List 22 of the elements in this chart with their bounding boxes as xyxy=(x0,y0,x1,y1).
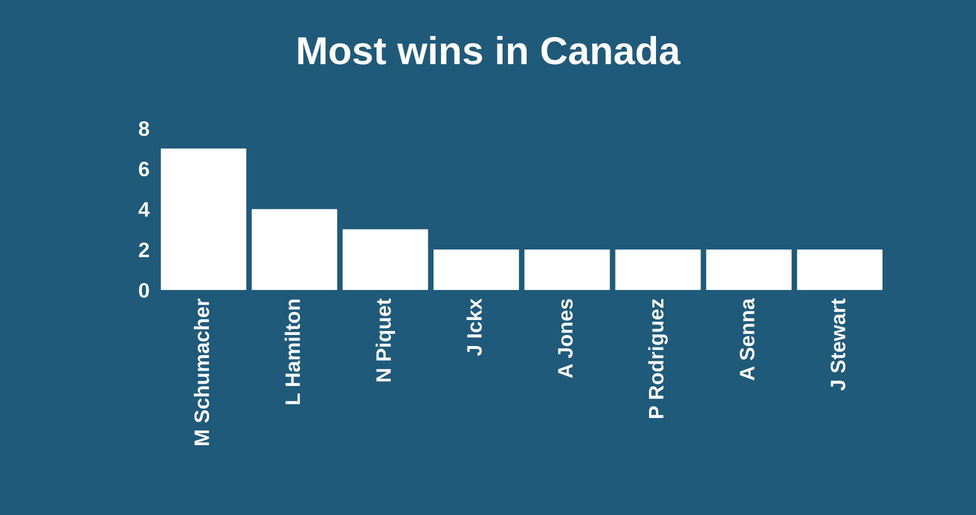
y-tick-label: 8 xyxy=(138,121,150,136)
y-tick-label: 6 xyxy=(138,162,150,176)
x-tick-label: J Ickx xyxy=(466,298,482,356)
chart-title: Most wins in Canada xyxy=(298,36,681,65)
x-tick-label: L Hamilton xyxy=(284,300,300,404)
x-tick-label: M Schumacher xyxy=(194,298,210,446)
bar xyxy=(797,250,883,290)
y-tick-label: 4 xyxy=(138,202,150,217)
x-tick-label: P Rodriguez xyxy=(648,299,668,418)
x-tick-label: J Stewart xyxy=(830,298,846,391)
y-tick-label: 0 xyxy=(139,282,149,298)
x-tick-label: N Piquet xyxy=(376,298,396,382)
bar xyxy=(342,229,428,290)
bar xyxy=(252,209,338,290)
bar xyxy=(160,148,246,290)
y-tick-label: 2 xyxy=(138,242,149,258)
bar xyxy=(615,250,701,290)
bar xyxy=(524,250,610,290)
x-tick-label: A Senna xyxy=(740,298,754,380)
x-tick-label: A Jones xyxy=(558,299,573,378)
bar xyxy=(706,250,792,290)
bar xyxy=(434,250,519,290)
